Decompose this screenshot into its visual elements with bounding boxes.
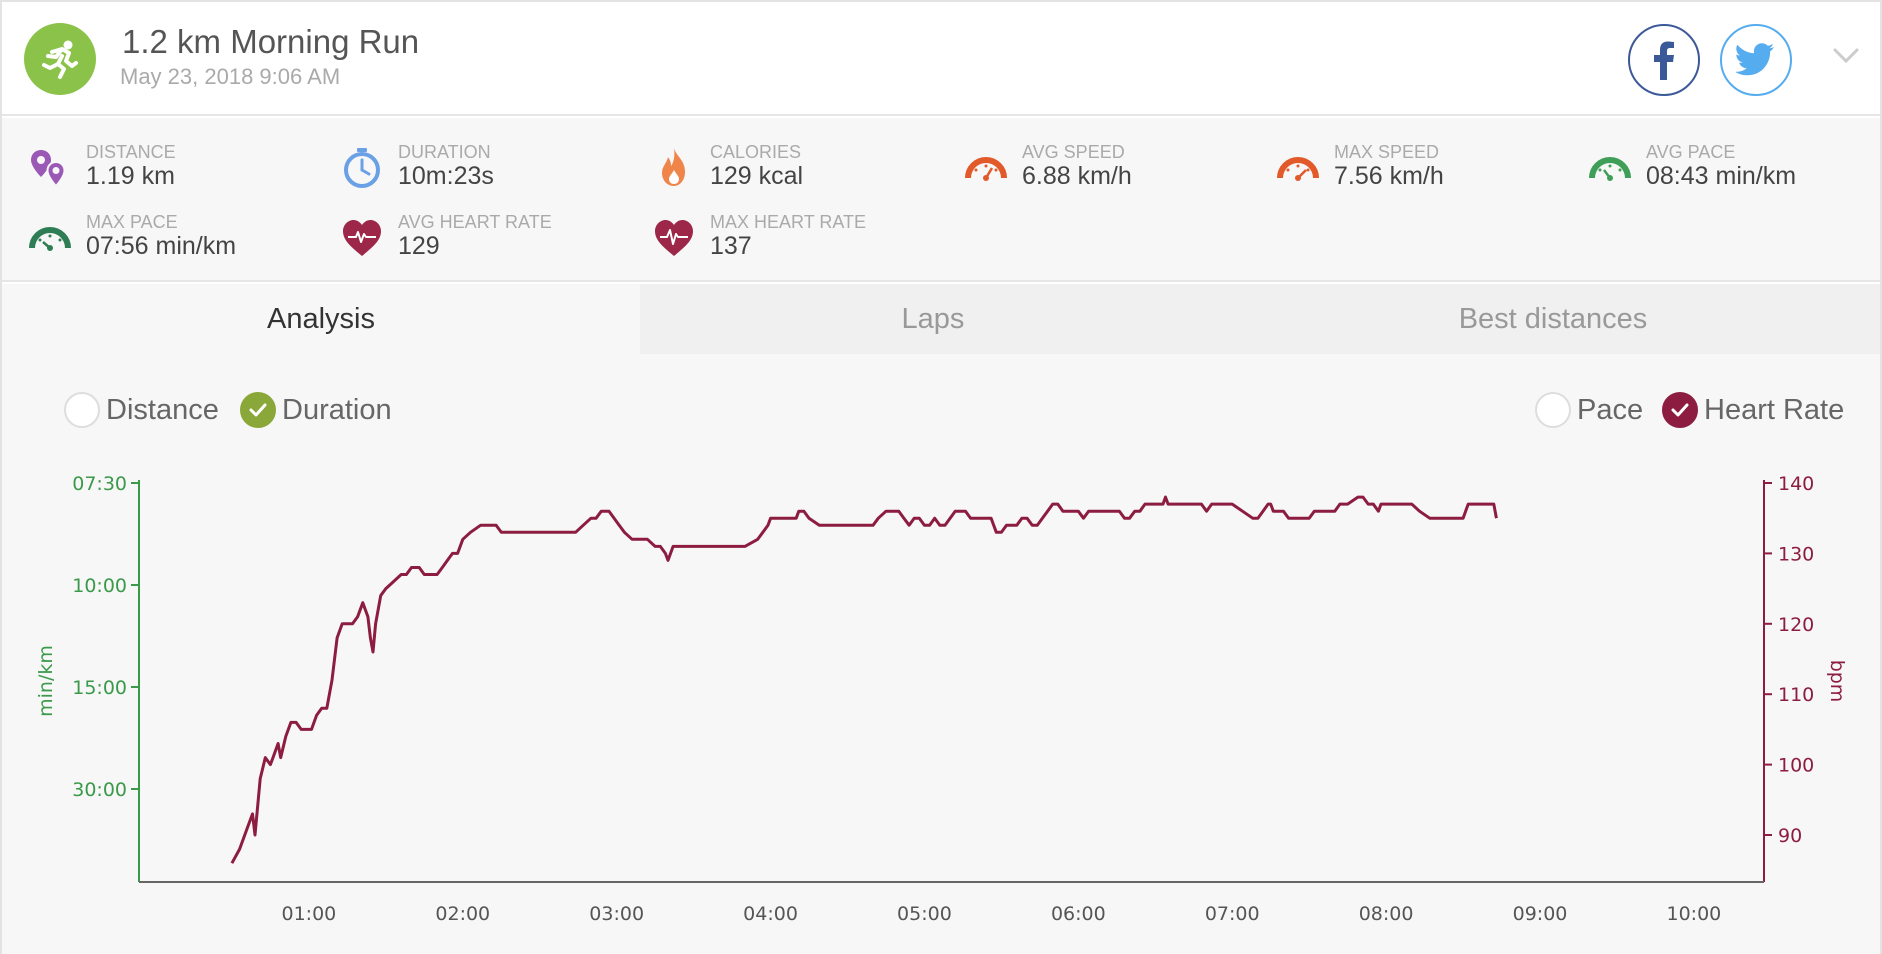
stat-label: MAX PACE	[86, 212, 178, 232]
x-tick-label: 07:00	[1205, 903, 1260, 925]
speedometer-icon	[965, 157, 1007, 181]
tab-analysis[interactable]: Analysis	[2, 284, 640, 354]
stat-value: 7.56 km/h	[1334, 162, 1444, 190]
stat-value: 137	[710, 232, 752, 260]
x-tick-label: 01:00	[282, 903, 337, 925]
unchecked-circle-icon	[64, 392, 100, 428]
stat-value: 10m:23s	[398, 162, 494, 190]
flame-icon	[662, 148, 685, 186]
right-tick-label: 100	[1778, 755, 1814, 777]
facebook-share-button[interactable]	[1628, 24, 1700, 96]
checkmark-icon	[1662, 392, 1698, 428]
toggle-heart-rate[interactable]: Heart Rate	[1662, 392, 1844, 428]
toggle-label: Distance	[106, 393, 219, 426]
chevron-down-icon	[1833, 48, 1859, 64]
stat-label: DISTANCE	[86, 142, 176, 162]
stat-value: 08:43 min/km	[1646, 162, 1797, 190]
left-tick-label: 30:00	[72, 779, 127, 801]
heart-rate-chart: 07:30 10:00 15:00 30:00 140 130 120 110 100 90 0…	[35, 473, 1848, 925]
distance-pin-icon	[31, 150, 66, 188]
toggle-pace[interactable]: Pace	[1535, 392, 1643, 428]
x-tick-label: 09:00	[1513, 903, 1568, 925]
stat-label: MAX HEART RATE	[710, 212, 867, 232]
stat-label: AVG SPEED	[1022, 142, 1125, 162]
twitter-share-button[interactable]	[1720, 24, 1792, 96]
right-tick-label: 130	[1778, 543, 1814, 565]
checkmark-icon	[240, 392, 276, 428]
stat-label: MAX SPEED	[1334, 142, 1440, 162]
x-tick-label: 02:00	[435, 903, 490, 925]
stats-panel: DISTANCE 1.19 km DURATION 10m:23s CALORI…	[2, 118, 1880, 282]
x-tick-label: 03:00	[589, 903, 644, 925]
pace-gauge-icon	[29, 227, 71, 251]
tab-bar: Analysis Laps Best distances	[2, 284, 1880, 354]
right-tick-label: 120	[1778, 614, 1814, 636]
right-tick-label: 90	[1778, 825, 1802, 847]
x-axis-ticks: 01:00 02:00 03:00 04:00 05:00 06:00 07:00 08:00…	[282, 903, 1722, 925]
chart-axes	[138, 480, 1765, 883]
stat-value: 1.19 km	[86, 162, 175, 190]
toggle-label: Heart Rate	[1704, 393, 1845, 426]
stat-label: CALORIES	[710, 142, 802, 162]
heart-rate-icon	[343, 220, 381, 256]
toggle-label: Duration	[282, 393, 392, 426]
right-tick-label: 110	[1778, 684, 1814, 706]
stopwatch-icon	[344, 148, 380, 188]
stat-value: 07:56 min/km	[86, 232, 237, 260]
x-tick-label: 10:00	[1667, 903, 1722, 925]
analysis-panel: Distance Duration Pace Heart Rate 07:30 1…	[2, 354, 1880, 954]
runner-icon	[24, 23, 96, 95]
x-tick-label: 05:00	[897, 903, 952, 925]
left-axis-ticks: 07:30 10:00 15:00 30:00	[72, 473, 139, 801]
unchecked-circle-icon	[1535, 392, 1571, 428]
heart-rate-series-line	[230, 495, 1498, 864]
toggle-distance[interactable]: Distance	[64, 392, 219, 428]
tab-best-distances[interactable]: Best distances	[1226, 284, 1880, 354]
stat-value: 129 kcal	[710, 162, 804, 190]
x-tick-label: 06:00	[1051, 903, 1106, 925]
pace-gauge-icon	[1589, 157, 1631, 181]
activity-date: May 23, 2018 9:06 AM	[120, 64, 341, 89]
x-tick-label: 04:00	[743, 903, 798, 925]
left-axis-label: min/km	[35, 645, 57, 717]
speedometer-icon	[1277, 157, 1319, 181]
right-axis-ticks: 140 130 120 110 100 90	[1764, 473, 1814, 847]
expand-menu-button[interactable]	[1832, 46, 1860, 71]
stat-label: AVG PACE	[1646, 142, 1736, 162]
activity-title: 1.2 km Morning Run	[122, 23, 420, 60]
heart-rate-icon	[655, 220, 693, 256]
stat-label: AVG HEART RATE	[398, 212, 552, 232]
stat-value: 129	[398, 232, 440, 260]
right-tick-label: 140	[1778, 473, 1814, 495]
right-axis-label: bpm	[1826, 660, 1848, 703]
twitter-icon	[1736, 43, 1774, 76]
toggle-duration[interactable]: Duration	[240, 392, 392, 428]
left-tick-label: 15:00	[72, 677, 127, 699]
x-tick-label: 08:00	[1359, 903, 1414, 925]
stat-label: DURATION	[398, 142, 491, 162]
facebook-icon	[1654, 41, 1674, 80]
toggle-label: Pace	[1577, 393, 1644, 426]
stat-value: 6.88 km/h	[1022, 162, 1132, 190]
activity-header: 1.2 km Morning Run May 23, 2018 9:06 AM	[2, 2, 1880, 116]
tab-laps[interactable]: Laps	[640, 284, 1226, 354]
left-tick-label: 07:30	[72, 473, 127, 495]
left-tick-label: 10:00	[72, 575, 127, 597]
